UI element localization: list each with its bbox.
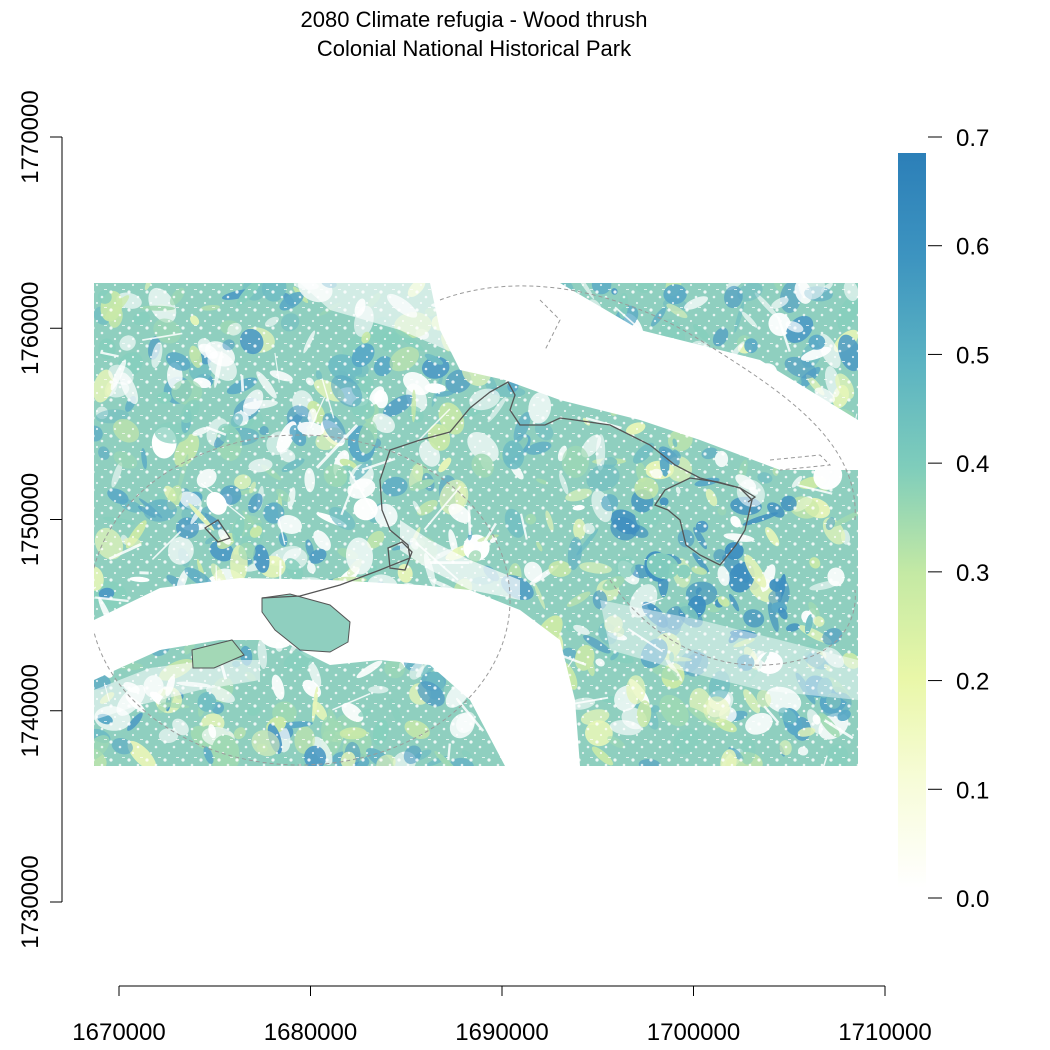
x-axis: 1670000 1680000 1690000 1700000 1710000 [72, 985, 932, 1046]
chart-title-line1: 2080 Climate refugia - Wood thrush [301, 7, 648, 32]
legend-tick-label: 0.1 [956, 777, 989, 804]
y-tick-label: 1730000 [17, 855, 44, 948]
yorktown-battlefield [654, 477, 753, 566]
x-tick-label: 1670000 [72, 1019, 165, 1046]
x-tick-label: 1690000 [455, 1019, 548, 1046]
legend-tick-label: 0.0 [956, 886, 989, 913]
dashed-boundaries [94, 285, 856, 766]
y-tick-label: 1740000 [17, 664, 44, 757]
water-areas [94, 283, 858, 766]
jamestown-island [261, 593, 351, 653]
cleared-area-north [300, 283, 500, 360]
green-spring-parcel [203, 519, 232, 543]
color-legend: 0.0 0.1 0.2 0.3 0.4 0.5 0.6 0.7 [898, 125, 989, 913]
y-tick-label: 1770000 [17, 90, 44, 183]
y-tick-label: 1760000 [17, 282, 44, 375]
x-tick-label: 1700000 [647, 1019, 740, 1046]
legend-tick-label: 0.7 [956, 125, 989, 152]
x-tick-label: 1680000 [264, 1019, 357, 1046]
james-river [94, 578, 580, 766]
y-tick-label: 1750000 [17, 473, 44, 566]
colonial-parkway [261, 381, 757, 599]
legend-tick-label: 0.6 [956, 234, 989, 261]
legend-gradient [898, 153, 926, 888]
jamestown-node [387, 541, 413, 571]
legend-tick-label: 0.5 [956, 342, 989, 369]
lower-bay [94, 660, 260, 720]
legend-tick-label: 0.2 [956, 669, 989, 696]
legend-color-bar [898, 153, 926, 888]
park-boundary [203, 381, 757, 599]
southwest-shore-parcel [191, 639, 245, 669]
inner-creek [400, 520, 520, 600]
chart-title-line2: Colonial National Historical Park [317, 36, 632, 61]
y-axis: 1730000 1740000 1750000 1760000 1770000 [17, 90, 63, 949]
legend-tick-label: 0.4 [956, 451, 989, 478]
legend-tick-label: 0.3 [956, 560, 989, 587]
x-tick-label: 1710000 [838, 1019, 931, 1046]
york-river [430, 283, 858, 470]
habitat-raster [94, 283, 858, 766]
open-land-southeast [600, 600, 858, 700]
